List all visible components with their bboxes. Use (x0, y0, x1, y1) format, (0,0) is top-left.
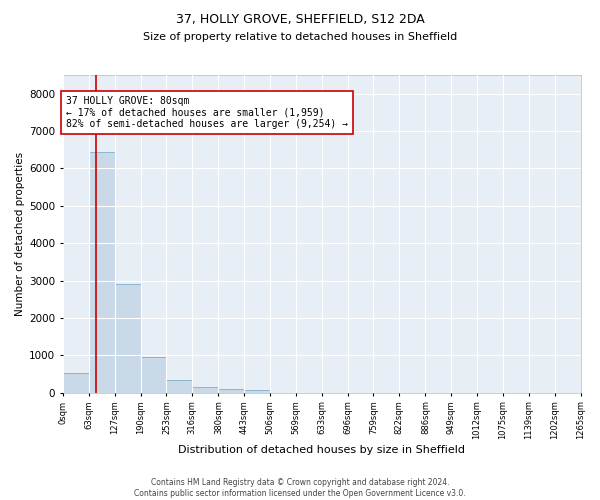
Bar (89, 152, 115, 393)
Bar (218, 389, 244, 393)
Bar (63, 373, 89, 393)
Bar (140, 357, 166, 393)
Text: 37, HOLLY GROVE, SHEFFIELD, S12 2DA: 37, HOLLY GROVE, SHEFFIELD, S12 2DA (176, 12, 424, 26)
Text: Size of property relative to detached houses in Sheffield: Size of property relative to detached ho… (143, 32, 457, 42)
X-axis label: Distribution of detached houses by size in Sheffield: Distribution of detached houses by size … (178, 445, 465, 455)
Text: Contains HM Land Registry data © Crown copyright and database right 2024.
Contai: Contains HM Land Registry data © Crown c… (134, 478, 466, 498)
Bar (115, 284, 140, 393)
Bar (244, 390, 270, 393)
Bar (166, 380, 192, 393)
Text: 37 HOLLY GROVE: 80sqm
← 17% of detached houses are smaller (1,959)
82% of semi-d: 37 HOLLY GROVE: 80sqm ← 17% of detached … (66, 96, 348, 129)
Bar (192, 387, 218, 393)
Y-axis label: Number of detached properties: Number of detached properties (15, 152, 25, 316)
